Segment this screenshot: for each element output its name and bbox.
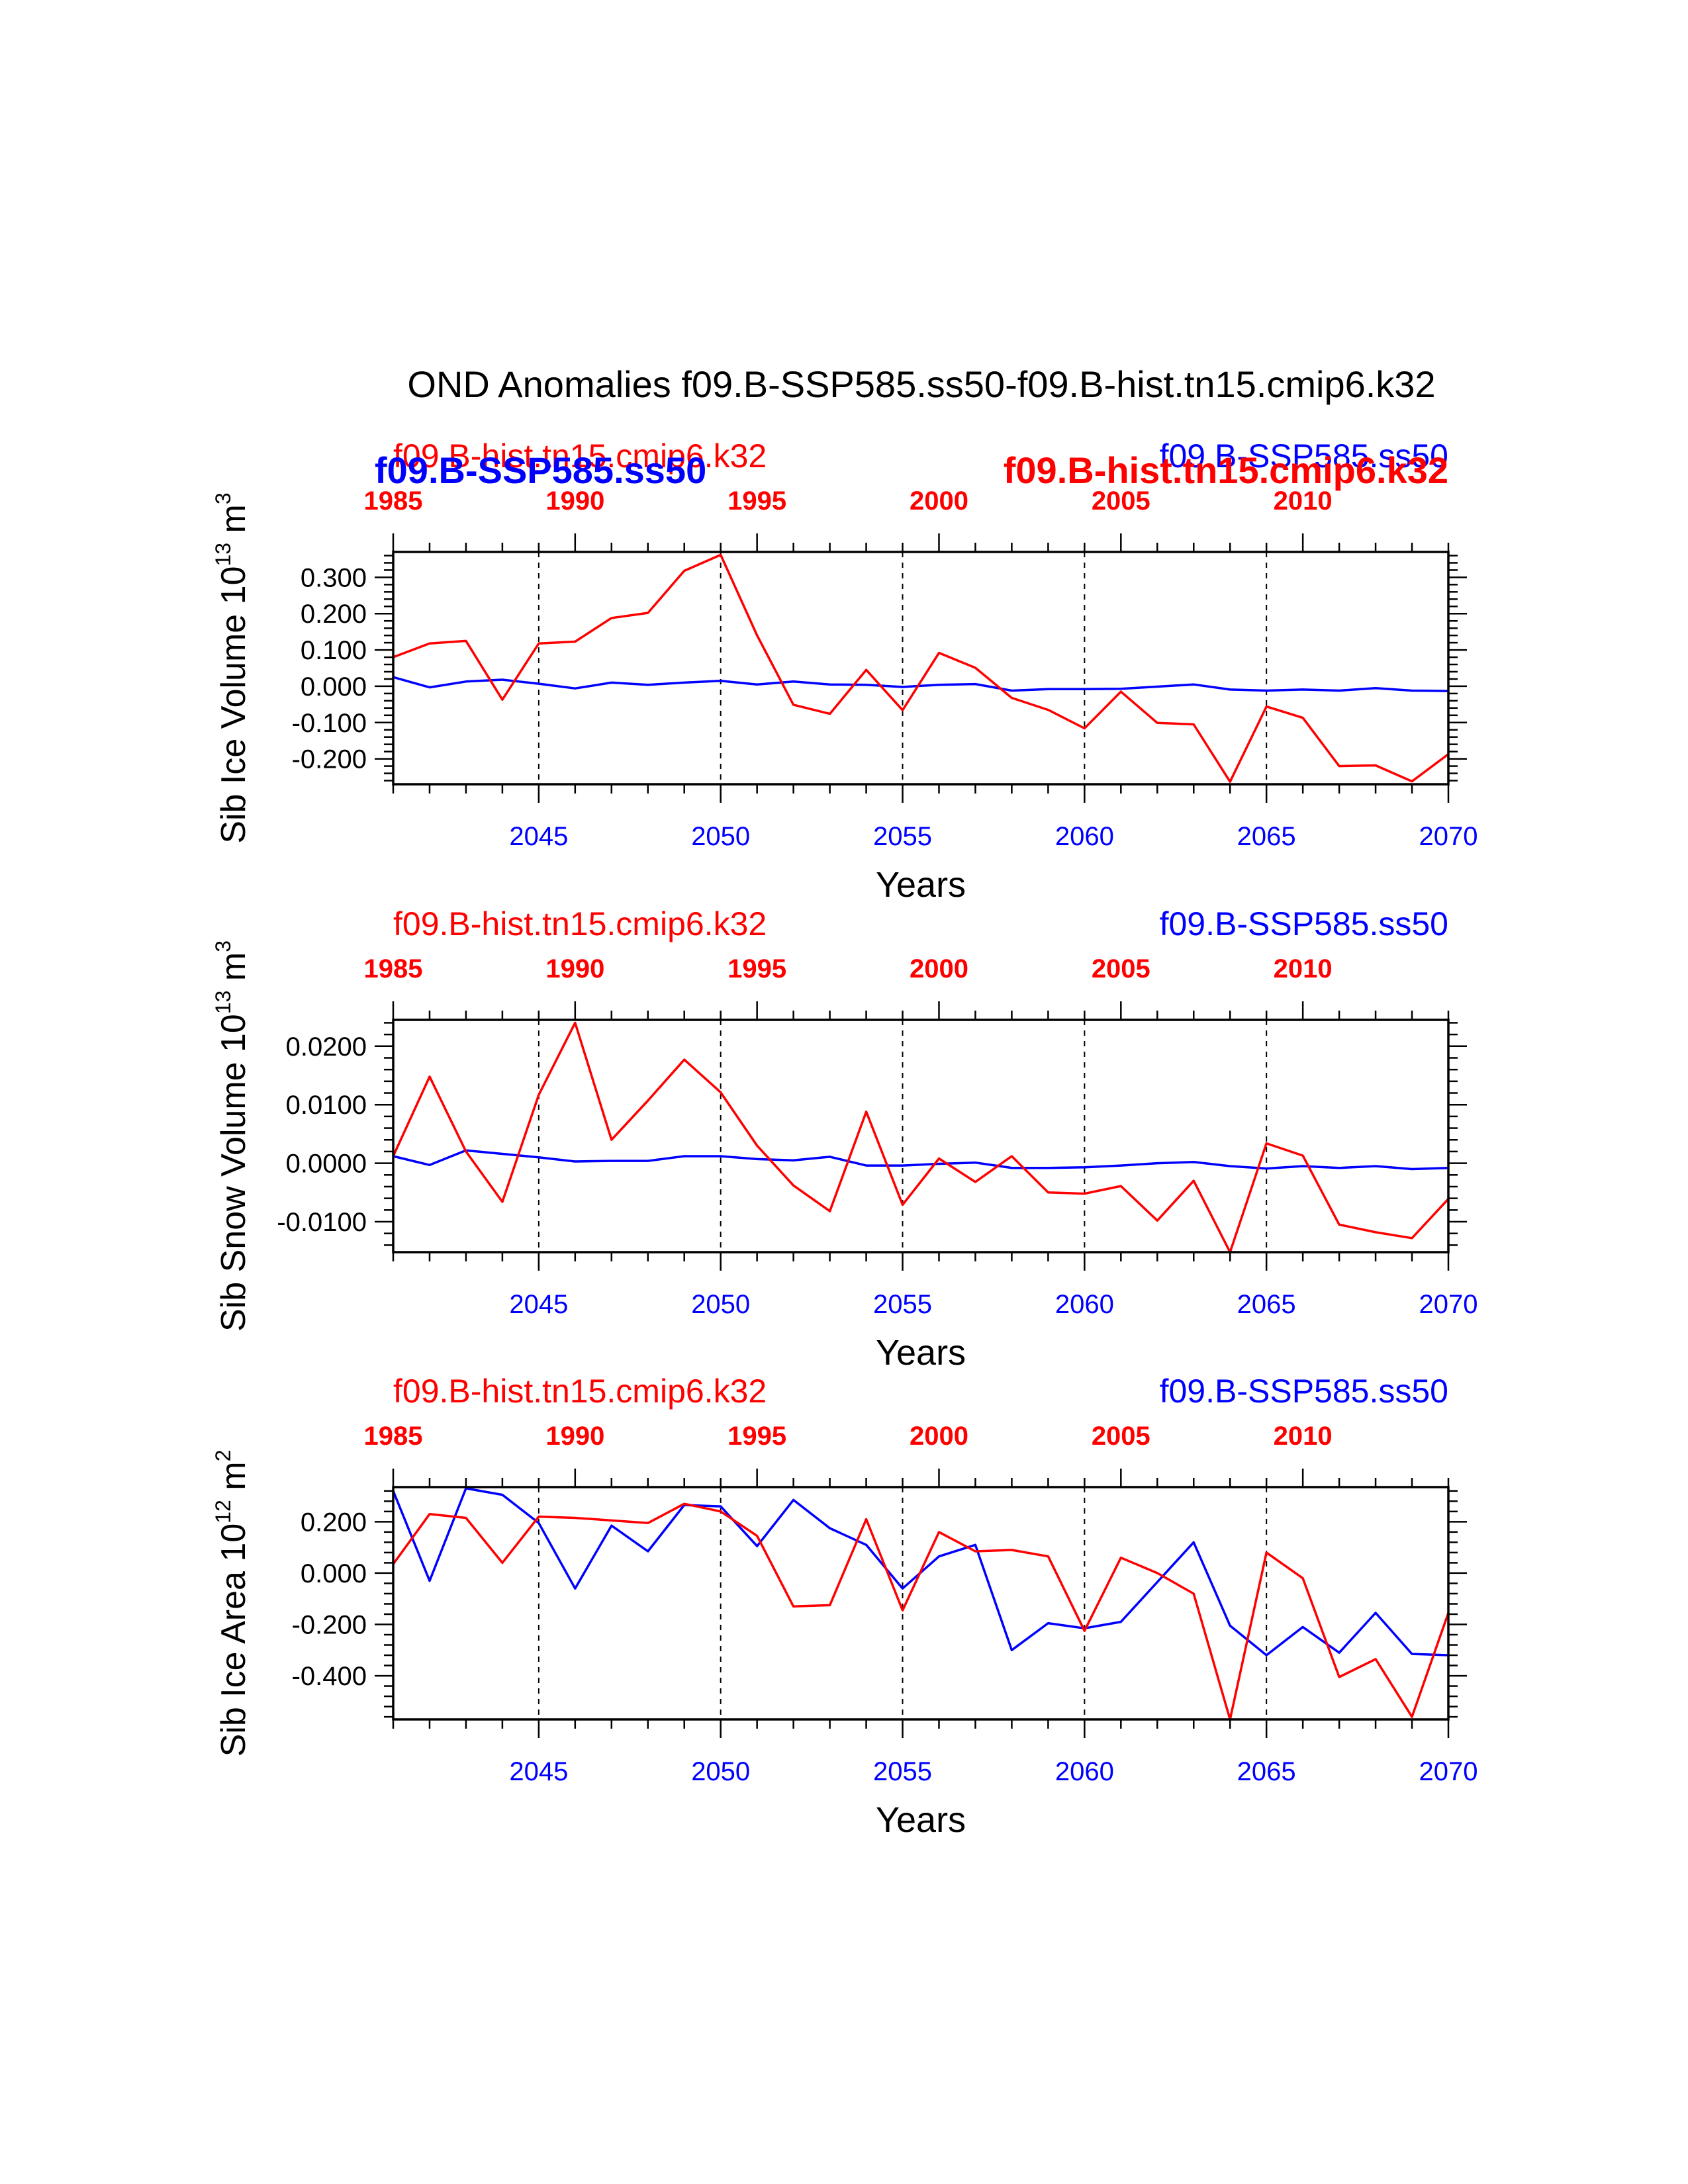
x-axis-title: Years: [876, 1800, 966, 1840]
y-axis-title: Sib Ice Volume 1013 m3: [211, 492, 253, 843]
y-axis-title-exponent: 13: [211, 543, 235, 567]
x-tick-label: 2045: [509, 1290, 568, 1319]
y-tick-label: -0.0100: [277, 1208, 367, 1237]
y-axis-title-unit: m: [214, 1461, 253, 1500]
x-tick-label: 2070: [1419, 1757, 1478, 1786]
top-x-tick-label: 1990: [545, 486, 604, 516]
top-x-tick-label: 2000: [910, 486, 968, 516]
series-line-hist: [392, 1021, 1450, 1253]
top-x-tick-label: 2010: [1274, 486, 1333, 516]
run-label: f09.B-SSP585.ss50: [1160, 905, 1448, 942]
x-tick-label: 2045: [509, 822, 568, 851]
y-tick-label: 0.0200: [286, 1032, 367, 1062]
y-axis-title-unit-exponent: 3: [211, 940, 235, 952]
run-label: f09.B-hist.tn15.cmip6.k32: [393, 905, 767, 942]
y-tick-label: -0.200: [292, 745, 367, 774]
run-label: f09.B-hist.tn15.cmip6.k32: [1004, 449, 1448, 491]
y-axis-title-text: Sib Ice Volume 10: [214, 567, 253, 844]
x-tick-label: 2065: [1237, 822, 1296, 851]
y-axis-title: Sib Ice Area 1012 m2: [211, 1450, 253, 1757]
top-x-tick-label: 2005: [1092, 1422, 1150, 1451]
top-x-tick-label: 1990: [545, 954, 604, 983]
top-x-tick-label: 1985: [364, 1422, 423, 1451]
x-axis-title: Years: [876, 1333, 966, 1373]
y-axis-title-text: Sib Ice Area 10: [214, 1524, 253, 1757]
series-line-ssp: [393, 676, 1449, 692]
top-x-tick-label: 2000: [910, 954, 968, 983]
panels: -0.200 -0.100 0.000 0.100 0.200 0.300 2045 2050…: [211, 437, 1477, 1840]
y-axis-title-unit: m: [214, 952, 253, 991]
top-x-tick-label: 2005: [1092, 486, 1150, 516]
panel-2: -0.0100 0.0000 0.0100 0.0200 2045 2050 2055 206…: [211, 905, 1477, 1373]
x-tick-label: 2065: [1237, 1290, 1296, 1319]
x-tick-label: 2045: [509, 1757, 568, 1786]
y-tick-label: 0.000: [301, 1559, 367, 1588]
top-x-tick-label: 1995: [727, 954, 786, 983]
x-tick-label: 2050: [691, 1757, 750, 1786]
top-x-tick-label: 1995: [727, 1422, 786, 1451]
y-axis-title-text: Sib Snow Volume 10: [214, 1014, 253, 1332]
top-x-tick-label: 2000: [910, 1422, 968, 1451]
series-line-ssp: [393, 1149, 1449, 1171]
top-x-tick-label: 2010: [1274, 1422, 1333, 1451]
y-tick-label: 0.0000: [286, 1150, 367, 1179]
main-title: OND Anomalies f09.B-SSP585.ss50-f09.B-hi…: [407, 363, 1435, 405]
x-tick-label: 2060: [1055, 822, 1114, 851]
x-tick-label: 2060: [1055, 1290, 1114, 1319]
run-label: f09.B-hist.tn15.cmip6.k32: [393, 1373, 767, 1410]
y-tick-label: 0.200: [301, 600, 367, 629]
y-tick-label: 0.200: [301, 1508, 367, 1537]
y-tick-label: -0.200: [292, 1610, 367, 1639]
plot-frame: [392, 551, 1450, 786]
top-x-tick-label: 1985: [364, 486, 423, 516]
panel-3: -0.400 -0.200 0.000 0.200 2045 2050 2055 2060 20…: [211, 1373, 1477, 1840]
x-tick-label: 2055: [873, 822, 932, 851]
y-tick-label: 0.0100: [286, 1091, 367, 1120]
run-label: f09.B-hist.tn15.cmip6.k32: [393, 437, 767, 475]
x-tick-label: 2060: [1055, 1757, 1114, 1786]
y-axis-title-unit-exponent: 3: [211, 492, 235, 504]
top-x-tick-label: 1990: [545, 1422, 604, 1451]
x-tick-label: 2050: [691, 822, 750, 851]
y-tick-label: 0.300: [301, 563, 367, 592]
run-label: f09.B-SSP585.ss50: [1160, 437, 1448, 475]
y-tick-label: -0.400: [292, 1662, 367, 1691]
run-label: f09.B-SSP585.ss50: [1160, 1373, 1448, 1410]
panel-1: -0.200 -0.100 0.000 0.100 0.200 0.300 2045 2050…: [211, 437, 1477, 905]
y-axis-title-exponent: 12: [211, 1500, 235, 1524]
x-tick-label: 2070: [1419, 822, 1478, 851]
x-tick-label: 2065: [1237, 1757, 1296, 1786]
x-tick-label: 2050: [691, 1290, 750, 1319]
x-axis-title: Years: [876, 865, 966, 905]
y-tick-label: 0.000: [301, 672, 367, 702]
top-x-tick-label: 1985: [364, 954, 423, 983]
x-tick-label: 2055: [873, 1757, 932, 1786]
top-x-tick-label: 2010: [1274, 954, 1333, 983]
y-tick-label: -0.100: [292, 709, 367, 738]
top-x-tick-label: 1995: [727, 486, 786, 516]
x-tick-label: 2070: [1419, 1290, 1478, 1319]
y-axis-title-unit: m: [214, 504, 253, 543]
x-tick-label: 2055: [873, 1290, 932, 1319]
run-label: f09.B-SSP585.ss50: [375, 449, 706, 491]
y-axis-title-unit-exponent: 2: [211, 1450, 235, 1462]
plot-frame: [392, 1019, 1450, 1253]
top-x-tick-label: 2005: [1092, 954, 1150, 983]
series-line-hist: [392, 1502, 1450, 1721]
y-tick-label: 0.100: [301, 636, 367, 665]
y-axis-title: Sib Snow Volume 1013 m3: [211, 940, 253, 1332]
series-line-hist: [393, 553, 1450, 783]
y-axis-title-exponent: 13: [211, 991, 235, 1015]
